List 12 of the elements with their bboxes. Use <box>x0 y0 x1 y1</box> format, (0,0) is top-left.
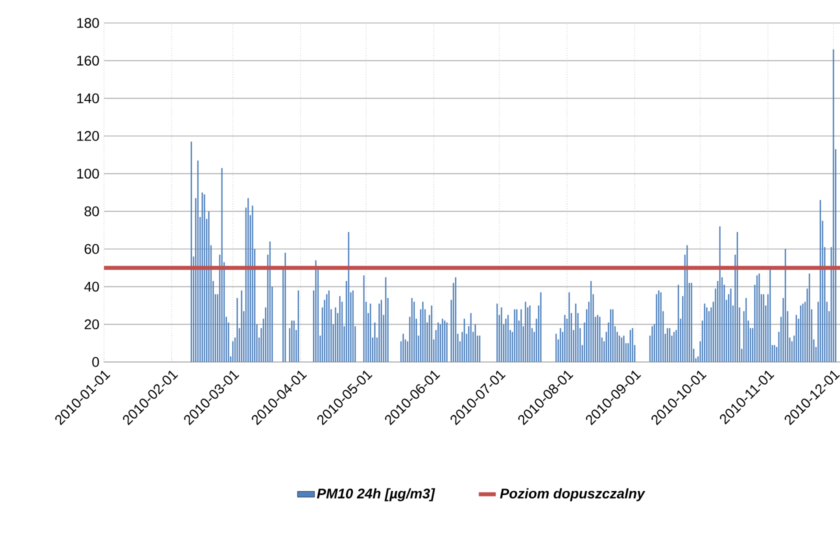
legend-label: PM10 24h [µg/m3] <box>316 488 436 502</box>
y-tick-label: 120 <box>77 131 99 141</box>
y-tick-label: 100 <box>77 168 99 179</box>
y-tick-label: 160 <box>77 56 99 66</box>
y-tick-label: 0 <box>92 357 99 367</box>
y-tick-label: 180 <box>77 18 99 28</box>
y-tick-label: 40 <box>84 282 99 292</box>
legend-label: Poziom dopuszczalny <box>500 488 646 502</box>
y-tick-label: 60 <box>84 244 99 254</box>
y-tick-label: 80 <box>84 206 99 216</box>
y-tick-label: 20 <box>84 319 99 330</box>
y-tick-label: 140 <box>77 93 99 104</box>
